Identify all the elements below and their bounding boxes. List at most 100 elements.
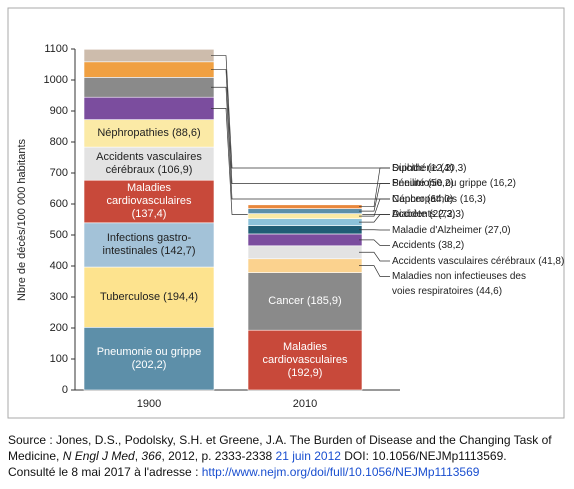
segment-value-label: (38,2): [438, 240, 465, 251]
y-tick-label: 200: [50, 322, 68, 334]
outside-label: Maladies non infectieuses des voies resp…: [392, 269, 552, 299]
chart: Nbre de décès/100 000 habitants 0 100 200 3…: [7, 7, 565, 419]
segment-value-label: (44,6): [475, 286, 503, 297]
y-tick-label: 500: [50, 229, 68, 241]
outside-label: Néphropathies (16,3): [392, 192, 486, 207]
bar-segment: [83, 222, 215, 268]
leader-line: [359, 198, 390, 217]
outside-label: Cancer (64,0): [392, 192, 453, 207]
segment-label: Maladies cardiovasculaires (137,4): [88, 180, 210, 223]
outside-label: Accidents (72,3): [392, 207, 552, 222]
segment-value-label: (137,4): [131, 208, 167, 221]
segment-value-label: (185,9): [306, 294, 342, 307]
segment-label: Pneumonie ou grippe (202,2): [88, 327, 210, 390]
leader-line: [359, 214, 390, 223]
segment-name: Suicide: [392, 162, 425, 174]
segment-text: Maladies cardiovasculaires (137,4): [88, 182, 210, 221]
segment-text: Maladies cardiovasculaires (192,9): [252, 341, 358, 380]
segment-name: Accidents: [392, 209, 436, 220]
segment-value-label: (64,0): [427, 193, 454, 205]
segment-name: Cancer: [268, 294, 304, 307]
leader-line: [359, 265, 390, 277]
outside-label: Sénilité (50,2): [392, 176, 454, 191]
segment-value-label: (16,2): [489, 178, 516, 189]
bar-segment: [247, 233, 363, 247]
segment-value-label: (88,6): [171, 126, 201, 139]
segment-name: Diphthérie: [392, 162, 438, 174]
outside-label: Accidents vasculaires cérébraux (41,8): [392, 254, 564, 269]
segment-name: Accidents: [392, 240, 436, 251]
link[interactable]: 21 juin 2012: [275, 449, 341, 463]
bar-segment: [83, 49, 215, 63]
leader-line: [359, 251, 390, 262]
segment-name: Infections gastro-intestinales: [102, 231, 192, 257]
bar-segment: [247, 272, 363, 331]
bar-segment: [83, 96, 215, 120]
bar-segment: [83, 77, 215, 98]
outside-label: Pneumonie ou grippe (16,2): [392, 176, 516, 191]
leader-line: [359, 183, 390, 212]
bar-segment: [247, 245, 363, 260]
y-tick-label: 1100: [44, 43, 68, 55]
segment-name: Maladies non infectieuses des voies resp…: [392, 271, 526, 297]
y-tick-label: 100: [50, 353, 68, 365]
bar-segment: [247, 258, 363, 273]
source-text: 366: [141, 449, 162, 463]
segment-text: Cancer (185,9): [268, 295, 341, 308]
leader-line: [359, 239, 390, 246]
y-tick-label: 600: [50, 198, 68, 210]
x-tick-label: 1900: [137, 398, 161, 410]
segment-value-label: (22,3): [429, 209, 456, 220]
bar-segment: [247, 208, 363, 214]
x-tick-label: 2010: [293, 398, 317, 410]
source-paragraph: Consulté le 8 mai 2017 à l'adresse : htt…: [8, 464, 568, 480]
segment-name: Maladies cardiovasculaires: [106, 182, 192, 208]
source-text: Source : Jones, D.S., Podolsky, S.H. et …: [8, 433, 552, 463]
segment-name: Diabète: [392, 209, 427, 220]
link[interactable]: http://www.nejm.org/doi/full/10.1056/NEJ…: [201, 465, 480, 479]
source-text: DOI: 10.1056/NEJMp1113569.: [340, 449, 507, 463]
segment-value-label: (40,3): [440, 162, 467, 174]
y-tick-label: 300: [50, 291, 68, 303]
y-tick-label: 0: [62, 384, 68, 396]
bar-segment: [83, 119, 215, 148]
segment-label: Cancer (185,9): [252, 273, 358, 331]
segment-value-label: (41,8): [538, 255, 565, 267]
leader-line: [211, 69, 390, 184]
bar-segment: [247, 218, 363, 226]
segment-text: Pneumonie ou grippe (202,2): [88, 346, 210, 372]
y-tick-label: 400: [50, 260, 68, 272]
bar-segment: [83, 266, 215, 328]
segment-text: Accidents vasculaires cérébraux (106,9): [88, 151, 210, 177]
bar-segment: [83, 179, 215, 224]
segment-name: Tuberculose: [99, 290, 161, 303]
segment-value-label: (72,3): [438, 209, 465, 220]
y-tick-label: 700: [50, 167, 68, 179]
segment-value-label: (194,4): [163, 290, 199, 303]
bar-segment: [83, 327, 215, 391]
source: Source : Jones, D.S., Podolsky, S.H. et …: [8, 432, 568, 480]
outside-label: Suicide (12,2): [392, 161, 454, 176]
source-text: , 2012, p. 2333-2338: [161, 449, 276, 463]
outside-label: Diphthérie (40,3): [392, 161, 467, 176]
segment-name: Sénilité: [392, 178, 425, 189]
y-tick-label: 800: [50, 136, 68, 148]
bar-segment: [247, 213, 363, 219]
segment-text: Tuberculose (194,4): [100, 291, 198, 304]
bar-segment: [83, 61, 215, 78]
segment-value-label: (192,9): [287, 366, 323, 379]
segment-text: Infections gastro-intestinales (142,7): [88, 232, 210, 258]
bar-segment: [247, 225, 363, 235]
bar-segment: [247, 329, 363, 391]
bar-segment: [247, 204, 363, 209]
bar-segment: [83, 146, 215, 181]
segment-value-label: (106,9): [157, 163, 193, 176]
y-tick-label: 900: [50, 105, 68, 117]
segment-name: Pneumonie ou grippe: [392, 178, 488, 189]
segment-name: Maladies cardiovasculaires: [262, 340, 348, 366]
segment-name: Néphropathies: [392, 193, 458, 205]
segment-name: Maladie d'Alzheimer: [392, 224, 482, 236]
chart-frame: [7, 7, 565, 419]
leader-line: [211, 86, 390, 200]
